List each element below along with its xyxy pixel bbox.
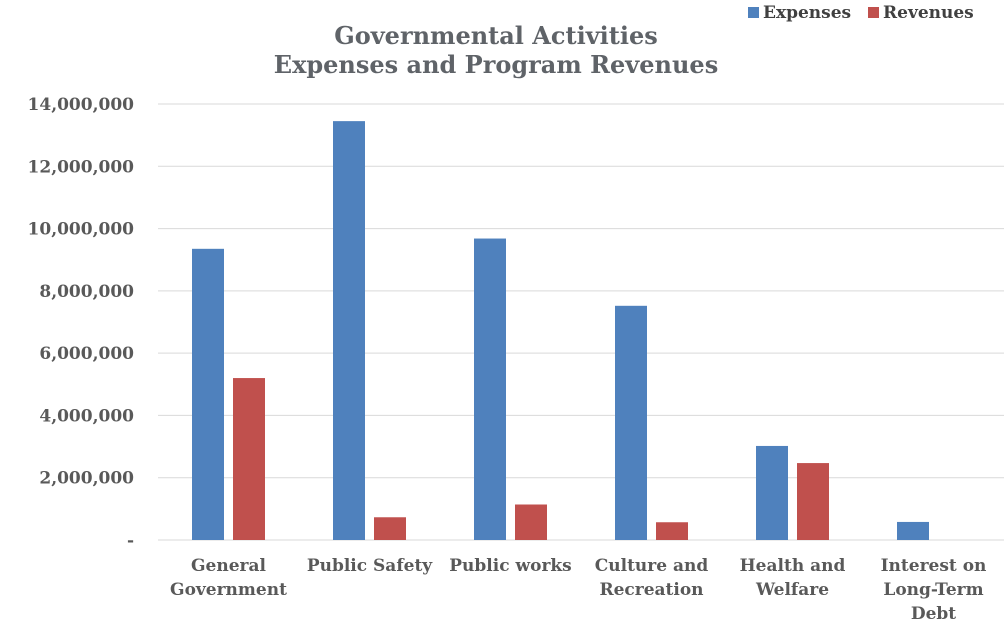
- y-tick-label: 10,000,000: [28, 220, 135, 240]
- x-tick-label: Health and: [740, 556, 846, 576]
- chart-title-line: Governmental Activities: [334, 21, 658, 50]
- legend-label: Expenses: [763, 3, 851, 23]
- legend-label: Revenues: [883, 3, 974, 23]
- bar-revenues: [233, 378, 265, 540]
- chart-title-line: Expenses and Program Revenues: [274, 50, 718, 79]
- y-axis-ticks: - 2,000,000 4,000,000 6,000,000 8,000,000 10,…: [28, 95, 135, 551]
- gridlines: [158, 103, 1004, 541]
- x-tick-label: Government: [170, 580, 287, 600]
- bar-expenses: [333, 121, 365, 540]
- bar-revenues: [515, 504, 547, 540]
- y-tick-label: 2,000,000: [39, 469, 134, 489]
- x-tick-label: Interest on: [881, 556, 987, 576]
- x-tick-label: General: [191, 556, 266, 576]
- x-tick-label: Debt: [911, 604, 956, 624]
- bar-expenses: [756, 445, 788, 540]
- x-tick-label: Public Safety: [307, 556, 433, 576]
- bar-revenues: [797, 463, 829, 540]
- bar-revenues: [374, 517, 406, 540]
- bars: [192, 121, 929, 541]
- bar-expenses: [474, 238, 506, 540]
- x-axis-ticks: General Government Public Safety Public wor…: [170, 556, 986, 624]
- bar-expenses: [615, 305, 647, 540]
- legend-swatch: [868, 7, 879, 18]
- y-tick-label: 8,000,000: [39, 282, 134, 302]
- y-tick-label: -: [127, 531, 134, 551]
- legend-swatch: [748, 7, 759, 18]
- x-tick-label: Welfare: [755, 580, 829, 600]
- y-tick-label: 6,000,000: [39, 344, 134, 364]
- bar-expenses: [897, 521, 929, 540]
- chart-legend: Expenses Revenues: [748, 3, 974, 23]
- x-tick-label: Public works: [449, 556, 572, 576]
- x-tick-label: Culture and: [595, 556, 709, 576]
- bar-expenses: [192, 248, 224, 541]
- x-tick-label: Recreation: [599, 580, 703, 600]
- y-tick-label: 4,000,000: [39, 406, 134, 426]
- y-tick-label: 12,000,000: [28, 157, 135, 177]
- y-tick-label: 14,000,000: [28, 95, 135, 115]
- bar-revenues: [656, 522, 688, 540]
- x-tick-label: Long-Term: [883, 580, 983, 600]
